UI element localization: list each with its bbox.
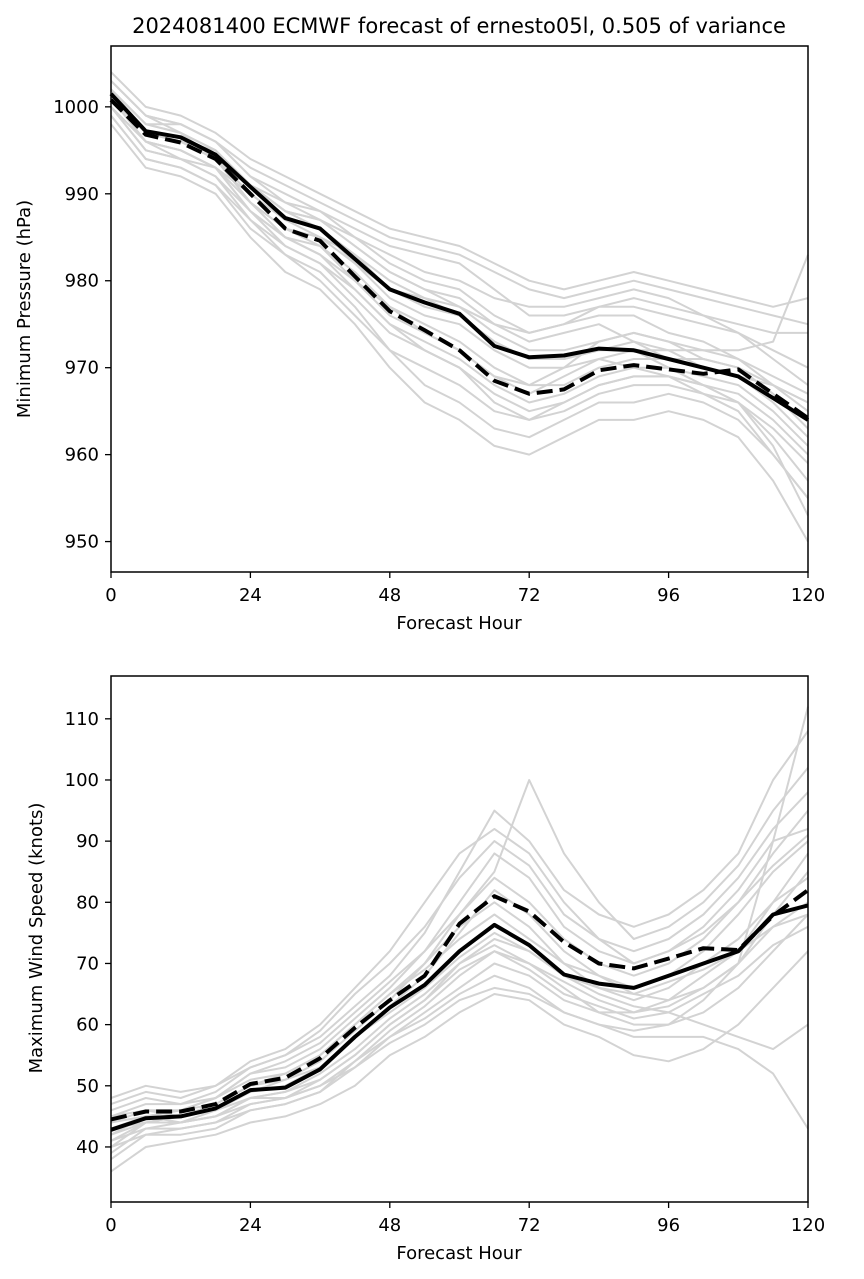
wind-ensemble-member-line [110,925,809,1142]
pressure-y-ticks: 950 960 970 980 990 1000 [53,97,111,553]
pressure-solid-series-line [109,92,810,422]
pressure-x-tick-label: 120 [791,585,825,606]
wind-ensemble-member-line [110,706,809,1148]
wind-y-tick-label: 60 [76,1015,99,1036]
pressure-x-tick-label: 0 [105,585,116,606]
wind-x-tick-label: 0 [105,1215,116,1236]
wind-ensemble-member-line [110,950,809,1173]
wind-ensemble-member-line [110,852,809,1142]
wind-ensemble-member-line [110,901,809,1136]
wind-ensemble-member-line [110,730,809,1112]
wind-ensemble-member-line [110,834,809,1118]
pressure-x-tick-label: 48 [378,585,401,606]
pressure-ensemble-member-line [110,80,809,326]
pressure-y-tick-label: 1000 [53,97,99,118]
pressure-ensemble-member-line [110,97,808,334]
pressure-x-tick-label: 72 [518,585,541,606]
pressure-y-tick-label: 960 [65,445,99,466]
pressure-ensemble-lines [110,71,809,543]
wind-y-axis-label: Maximum Wind Speed (knots) [26,803,47,1074]
chart-title: 2024081400 ECMWF forecast of ernesto05l,… [132,14,786,38]
wind-x-tick-label: 48 [378,1215,401,1236]
wind-panel: 0 24 48 72 96 120 40 50 60 70 80 90 100 110 Forecast… [26,675,825,1264]
wind-x-tick-label: 72 [518,1215,541,1236]
pressure-x-tick-label: 96 [657,585,680,606]
wind-dashed-series-line [110,888,810,1122]
pressure-y-tick-label: 970 [65,358,99,379]
wind-x-ticks: 0 24 48 72 96 120 [105,1202,825,1236]
pressure-ensemble-member-line [110,123,809,543]
wind-ensemble-member-line [110,913,809,1161]
wind-y-tick-label: 110 [65,709,99,730]
wind-ensemble-member-line [110,791,809,1106]
wind-x-axis-label: Forecast Hour [396,1243,522,1264]
wind-y-tick-label: 90 [76,831,99,852]
wind-y-ticks: 40 50 60 70 80 90 100 110 [65,709,111,1158]
pressure-ensemble-member-line [110,114,809,482]
wind-ensemble-member-line [110,827,809,1099]
wind-ensemble-member-line [110,840,809,1124]
pressure-ensemble-member-line [110,71,809,308]
wind-solid-series-line [110,903,809,1132]
pressure-y-tick-label: 990 [65,184,99,205]
wind-y-tick-label: 40 [76,1137,99,1158]
pressure-ensemble-member-line [110,106,809,465]
pressure-dashed-series-line [109,98,810,420]
wind-x-tick-label: 96 [657,1215,680,1236]
wind-y-tick-label: 100 [65,770,99,791]
wind-y-tick-label: 70 [76,953,99,974]
wind-main-series [110,888,810,1132]
pressure-x-tick-label: 24 [239,585,262,606]
wind-y-tick-label: 80 [76,892,99,913]
pressure-ensemble-member-line [110,80,809,369]
pressure-ensemble-member-line [110,114,809,499]
wind-x-tick-label: 24 [239,1215,262,1236]
pressure-y-axis-label: Minimum Pressure (hPa) [14,200,35,418]
pressure-x-axis-label: Forecast Hour [396,613,522,634]
pressure-main-series [109,92,810,422]
pressure-y-tick-label: 980 [65,271,99,292]
wind-axes-frame [110,675,809,1203]
pressure-axes-frame [110,45,809,573]
pressure-panel: 2024081400 ECMWF forecast of ernesto05l,… [14,14,825,634]
wind-ensemble-member-line [110,986,809,1154]
pressure-y-tick-label: 950 [65,532,99,553]
wind-x-tick-label: 120 [791,1215,825,1236]
pressure-x-ticks: 0 24 48 72 96 120 [105,572,825,606]
wind-y-tick-label: 50 [76,1076,99,1097]
